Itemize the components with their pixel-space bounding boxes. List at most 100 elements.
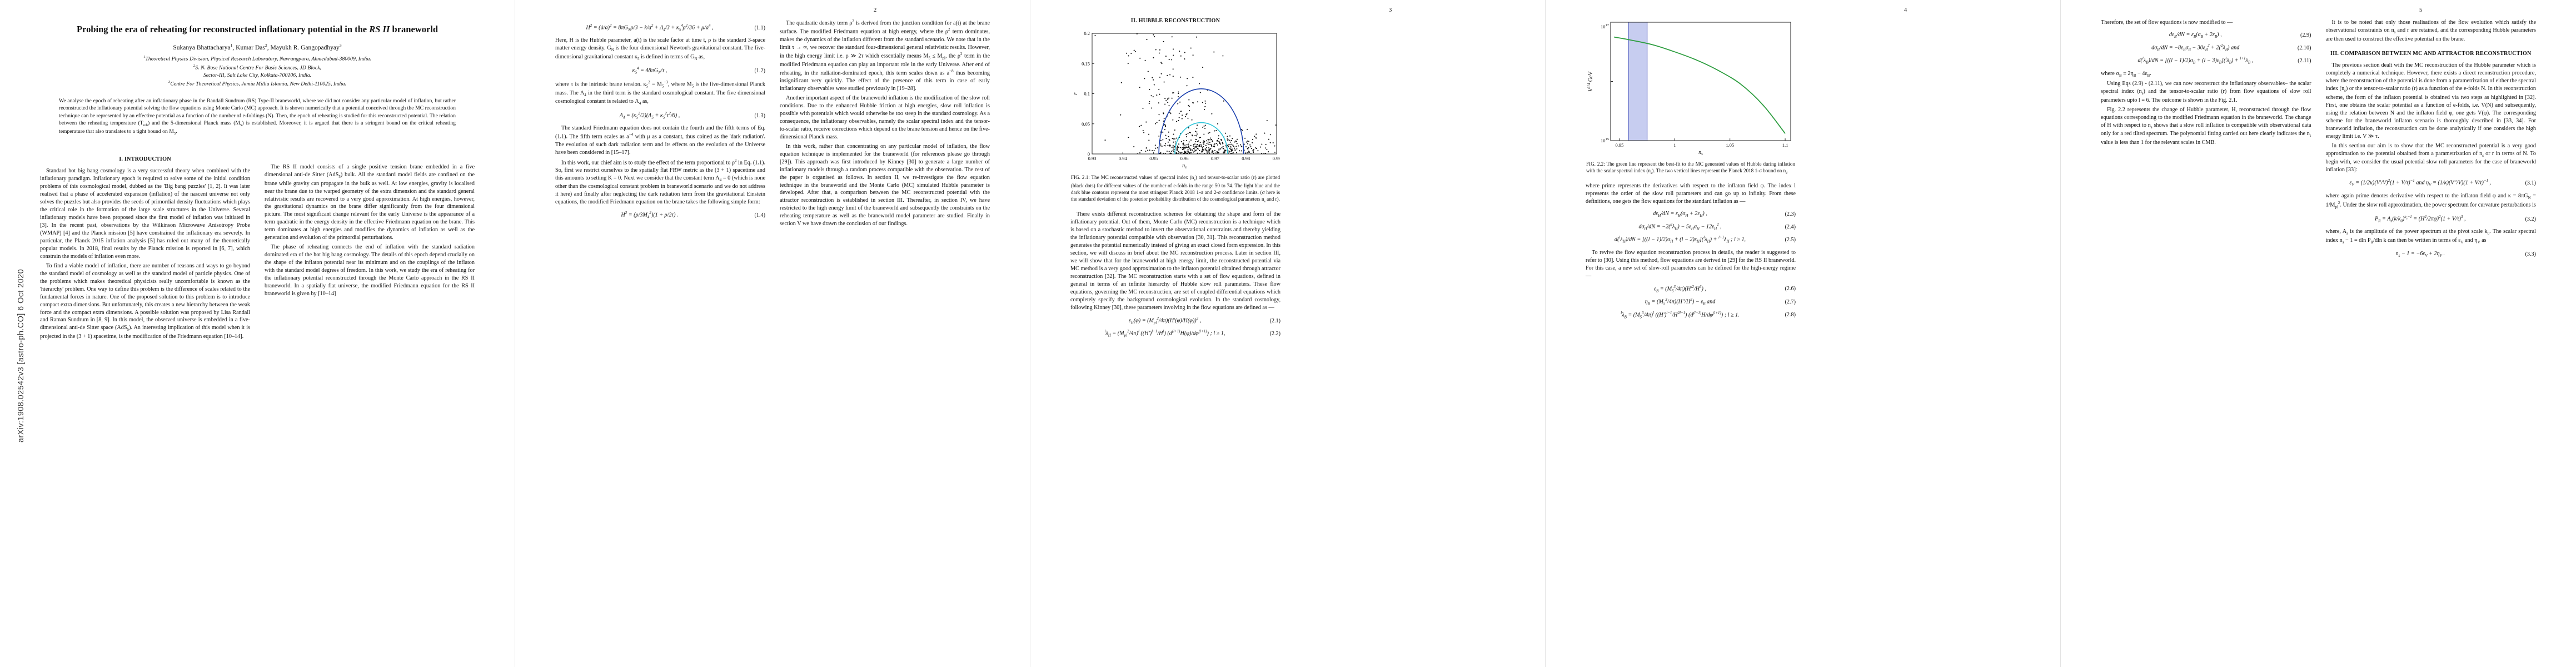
equation-2-4: dσH/dN = −2(2λH) − 5εHσH − 12εH2 , (2.4): [1586, 223, 1796, 231]
page-5: 5 Therefore, the set of flow equations i…: [2061, 0, 2576, 667]
svg-text:0: 0: [1088, 151, 1090, 157]
svg-text:0.94: 0.94: [1119, 156, 1128, 161]
equation-3-1: εV = (1/2κ)(V′/V)2(1 + V/τ)−1 and ηV = (…: [2326, 179, 2536, 187]
page4-left-column: 0.95 1 1.05 1.1 1015 1017 ns V1/4 GeV FIG. 2.2:…: [1586, 17, 1796, 324]
paragraph: Standard hot big bang cosmology is a ver…: [40, 168, 250, 260]
equation-2-10: dσB/dN = −8εBσB − 30εB2 + 2(2λB) and (2.…: [2101, 44, 2311, 52]
equation-2-9: dεB/dN = εB(σB + 2εB) , (2.9): [2101, 32, 2311, 39]
section-heading-introduction: I. INTRODUCTION: [119, 156, 171, 163]
equation-number: (1.4): [754, 212, 765, 219]
equation-2-1: εH(φ) = (Mpl2/4π)(H′(φ)/H(φ))2 , (2.1): [1070, 317, 1280, 325]
equation-text: H2 = (ρ/3M42)(1 + ρ/2τ) .: [621, 211, 679, 220]
equation-2-6: εB = (M53/4π)(H′2/H3) , (2.6): [1586, 285, 1796, 293]
equation-number: (2.2): [1269, 330, 1280, 337]
paragraph: where again prime denotes derivative wit…: [2325, 192, 2537, 210]
equation-text: lλH = (Mpl2/4π)l ((H′)l−1/Hl) (d(l+1)H(φ…: [1104, 330, 1225, 338]
equation-text: ns − 1 = −6εV + 2ηV .: [2395, 250, 2445, 258]
equation-3-3: ns − 1 = −6εV + 2ηV . (3.3): [2326, 251, 2537, 258]
equation-text: dεB/dN = εB(σB + 2εB) ,: [2169, 31, 2222, 39]
paragraph: The quadratic density term ρ2 is derived…: [780, 19, 990, 92]
equation-number: (1.3): [754, 112, 765, 119]
svg-text:0.96: 0.96: [1180, 156, 1189, 161]
paragraph: where prime represents the derivatives w…: [1586, 183, 1796, 205]
svg-text:0.93: 0.93: [1088, 156, 1097, 161]
equation-number: (2.8): [1785, 312, 1796, 318]
equation-text: d(lλH)/dN = [((l − 1)/2)σH + (l − 2)εH](…: [1614, 236, 1746, 244]
svg-text:0.15: 0.15: [1082, 61, 1090, 66]
page-1: arXiv:1908.02542v3 [astro-ph.CO] 6 Oct 2…: [0, 0, 515, 667]
svg-text:0.95: 0.95: [1615, 142, 1623, 148]
page1-left-column: I. INTRODUCTION Standard hot big bang co…: [40, 148, 250, 342]
equation-text: εV = (1/2κ)(V′/V)2(1 + V/τ)−1 and ηV = (…: [2349, 179, 2492, 187]
equation-2-11: d(lλB)/dN = [((l − 1)/2)σB + (l − 3)εB](…: [2101, 57, 2311, 64]
fig-2-1-scatter-plot: 0.93 0.94 0.95 0.96 0.97 0.98 0.99 0 0.05 0.1 0.15…: [1070, 29, 1280, 172]
page3-left-column: II. HUBBLE RECONSTRUCTION 0.93 0.94 0.95 0.…: [1070, 17, 1280, 343]
svg-text:0.99: 0.99: [1273, 156, 1280, 161]
page-number: 5: [2419, 7, 2423, 13]
page-number: 4: [1904, 7, 1907, 13]
equation-2-3: dεH/dN = εH(σH + 2εH) , (2.3): [1586, 211, 1796, 218]
equation-text: d(lλB)/dN = [((l − 1)/2)σB + (l − 3)εB](…: [2137, 57, 2254, 65]
svg-text:0.05: 0.05: [1082, 121, 1090, 127]
equation-number: (3.2): [2525, 216, 2536, 222]
svg-text:1: 1: [1673, 142, 1676, 148]
equation-2-7: ηB = (M53/4π)(H″/H2) − εB and (2.7): [1586, 298, 1796, 306]
equation-text: lλB = (M53/4π)l ((H′)l−1/H2l−1) (d(l+1)H…: [1621, 311, 1740, 320]
fig-2-1-caption: FIG. 2.1: The MC reconstructed values of…: [1071, 175, 1280, 204]
svg-text:ns: ns: [1698, 150, 1703, 156]
paragraph: The phase of reheating connects the end …: [265, 244, 475, 297]
fig-2-2-canvas: 0.95 1 1.05 1.1 1015 1017 ns V1/4 GeV: [1586, 18, 1795, 158]
svg-text:0.2: 0.2: [1084, 31, 1090, 36]
equation-number: (3.1): [2525, 180, 2536, 186]
equation-1-2: κ54 = 48πGN/τ , (1.2): [555, 67, 765, 74]
paragraph: where, As is the amplitude of the power …: [2325, 228, 2536, 245]
affiliation-line: 2S. N. Bose National Centre For Basic Sc…: [193, 63, 322, 71]
section-heading-hubble-reconstruction: II. HUBBLE RECONSTRUCTION: [1130, 18, 1220, 24]
equation-number: (1.2): [754, 68, 765, 74]
equation-text: dσB/dN = −8εBσB − 30εB2 + 2(2λB) and: [2151, 44, 2240, 52]
equation-text: Λ4 = (κ52/2)(Λ5 + κ52τ2/6) ,: [619, 111, 680, 120]
equation-number: (2.11): [2298, 58, 2311, 64]
fig-2-2-hubble-plot: 0.95 1 1.05 1.1 1015 1017 ns V1/4 GeV: [1586, 18, 1796, 158]
equation-text: εH(φ) = (Mpl2/4π)(H′(φ)/H(φ))2 ,: [1128, 316, 1202, 325]
affiliation-line: Sector-III, Salt Lake City, Kolkata-7001…: [203, 72, 312, 79]
equation-number: (2.9): [2300, 32, 2311, 38]
equation-1-1: H2 = (ȧ/a)2 = 8πGNρ/3 − k/a2 + Λ4/3 + κ5…: [555, 24, 765, 32]
page5-right-column: It is to be noted that only those realis…: [2326, 19, 2537, 263]
paragraph: Therefore, the set of flow equations is …: [2101, 19, 2233, 26]
affiliation-line: 3Centre For Theoretical Physics, Jamia M…: [168, 80, 346, 87]
paragraph: The RS II model consists of a single pos…: [265, 164, 475, 241]
affiliation-line: 1Theoretical Physics Division, Physical …: [143, 55, 371, 62]
equation-number: (2.1): [1269, 317, 1280, 324]
page2-left-column: H2 = (ȧ/a)2 = 8πGNρ/3 − k/a2 + Λ4/3 + κ5…: [555, 19, 765, 230]
equation-text: ηB = (M53/4π)(H″/H2) − εB and: [1645, 298, 1716, 306]
page-number: 2: [874, 7, 877, 13]
paragraph: It is to be noted that only those realis…: [2325, 19, 2537, 42]
abstract: We analyse the epoch of reheating after …: [59, 97, 456, 136]
page2-right-column: The quadratic density term ρ2 is derived…: [780, 19, 990, 230]
svg-text:1015: 1015: [1601, 137, 1609, 143]
paragraph: In this section our aim is to show that …: [2325, 142, 2537, 173]
equation-text: κ54 = 48πGN/τ ,: [632, 67, 667, 75]
paragraph: where σB ≡ 2ηB − 4εB.: [2101, 70, 2151, 78]
page-number: 3: [1389, 7, 1392, 13]
equation-number: (2.7): [1785, 298, 1796, 305]
equation-1-4: H2 = (ρ/3M42)(1 + ρ/2τ) . (1.4): [555, 211, 765, 219]
paper-authors: Sukanya Bhattacharya1, Kumar Das2, Mayuk…: [173, 43, 342, 52]
fig-2-1-canvas: 0.93 0.94 0.95 0.96 0.97 0.98 0.99 0 0.05 0.1 0.15…: [1071, 29, 1280, 172]
paper-title: Probing the era of reheating for reconst…: [76, 24, 439, 34]
page5-left-column: Therefore, the set of flow equations is …: [2101, 19, 2311, 263]
paragraph: To find a viable model of inflation, the…: [40, 262, 250, 340]
paragraph: Fig. 2.2 represents the change of Hubble…: [2101, 106, 2311, 146]
equation-text: εB = (M53/4π)(H′2/H3) ,: [1653, 285, 1707, 293]
svg-text:1017: 1017: [1601, 23, 1610, 29]
page3-right-column-empty: [1295, 17, 1505, 343]
page-3: 3 II. HUBBLE RECONSTRUCTION 0.93 0.94 0.95…: [1030, 0, 1546, 667]
equation-text: PR = As(k/k0)ns−1 = (H2/2πφ̇)2(1 + V/τ)3…: [2374, 215, 2466, 223]
svg-text:0.95: 0.95: [1149, 156, 1158, 161]
paragraph: There exists different reconstruction sc…: [1070, 211, 1280, 311]
equation-2-2: lλH = (Mpl2/4π)l ((H′)l−1/Hl) (d(l+1)H(φ…: [1070, 330, 1280, 337]
equation-number: (1.1): [754, 24, 765, 31]
equation-number: (3.3): [2525, 251, 2536, 257]
